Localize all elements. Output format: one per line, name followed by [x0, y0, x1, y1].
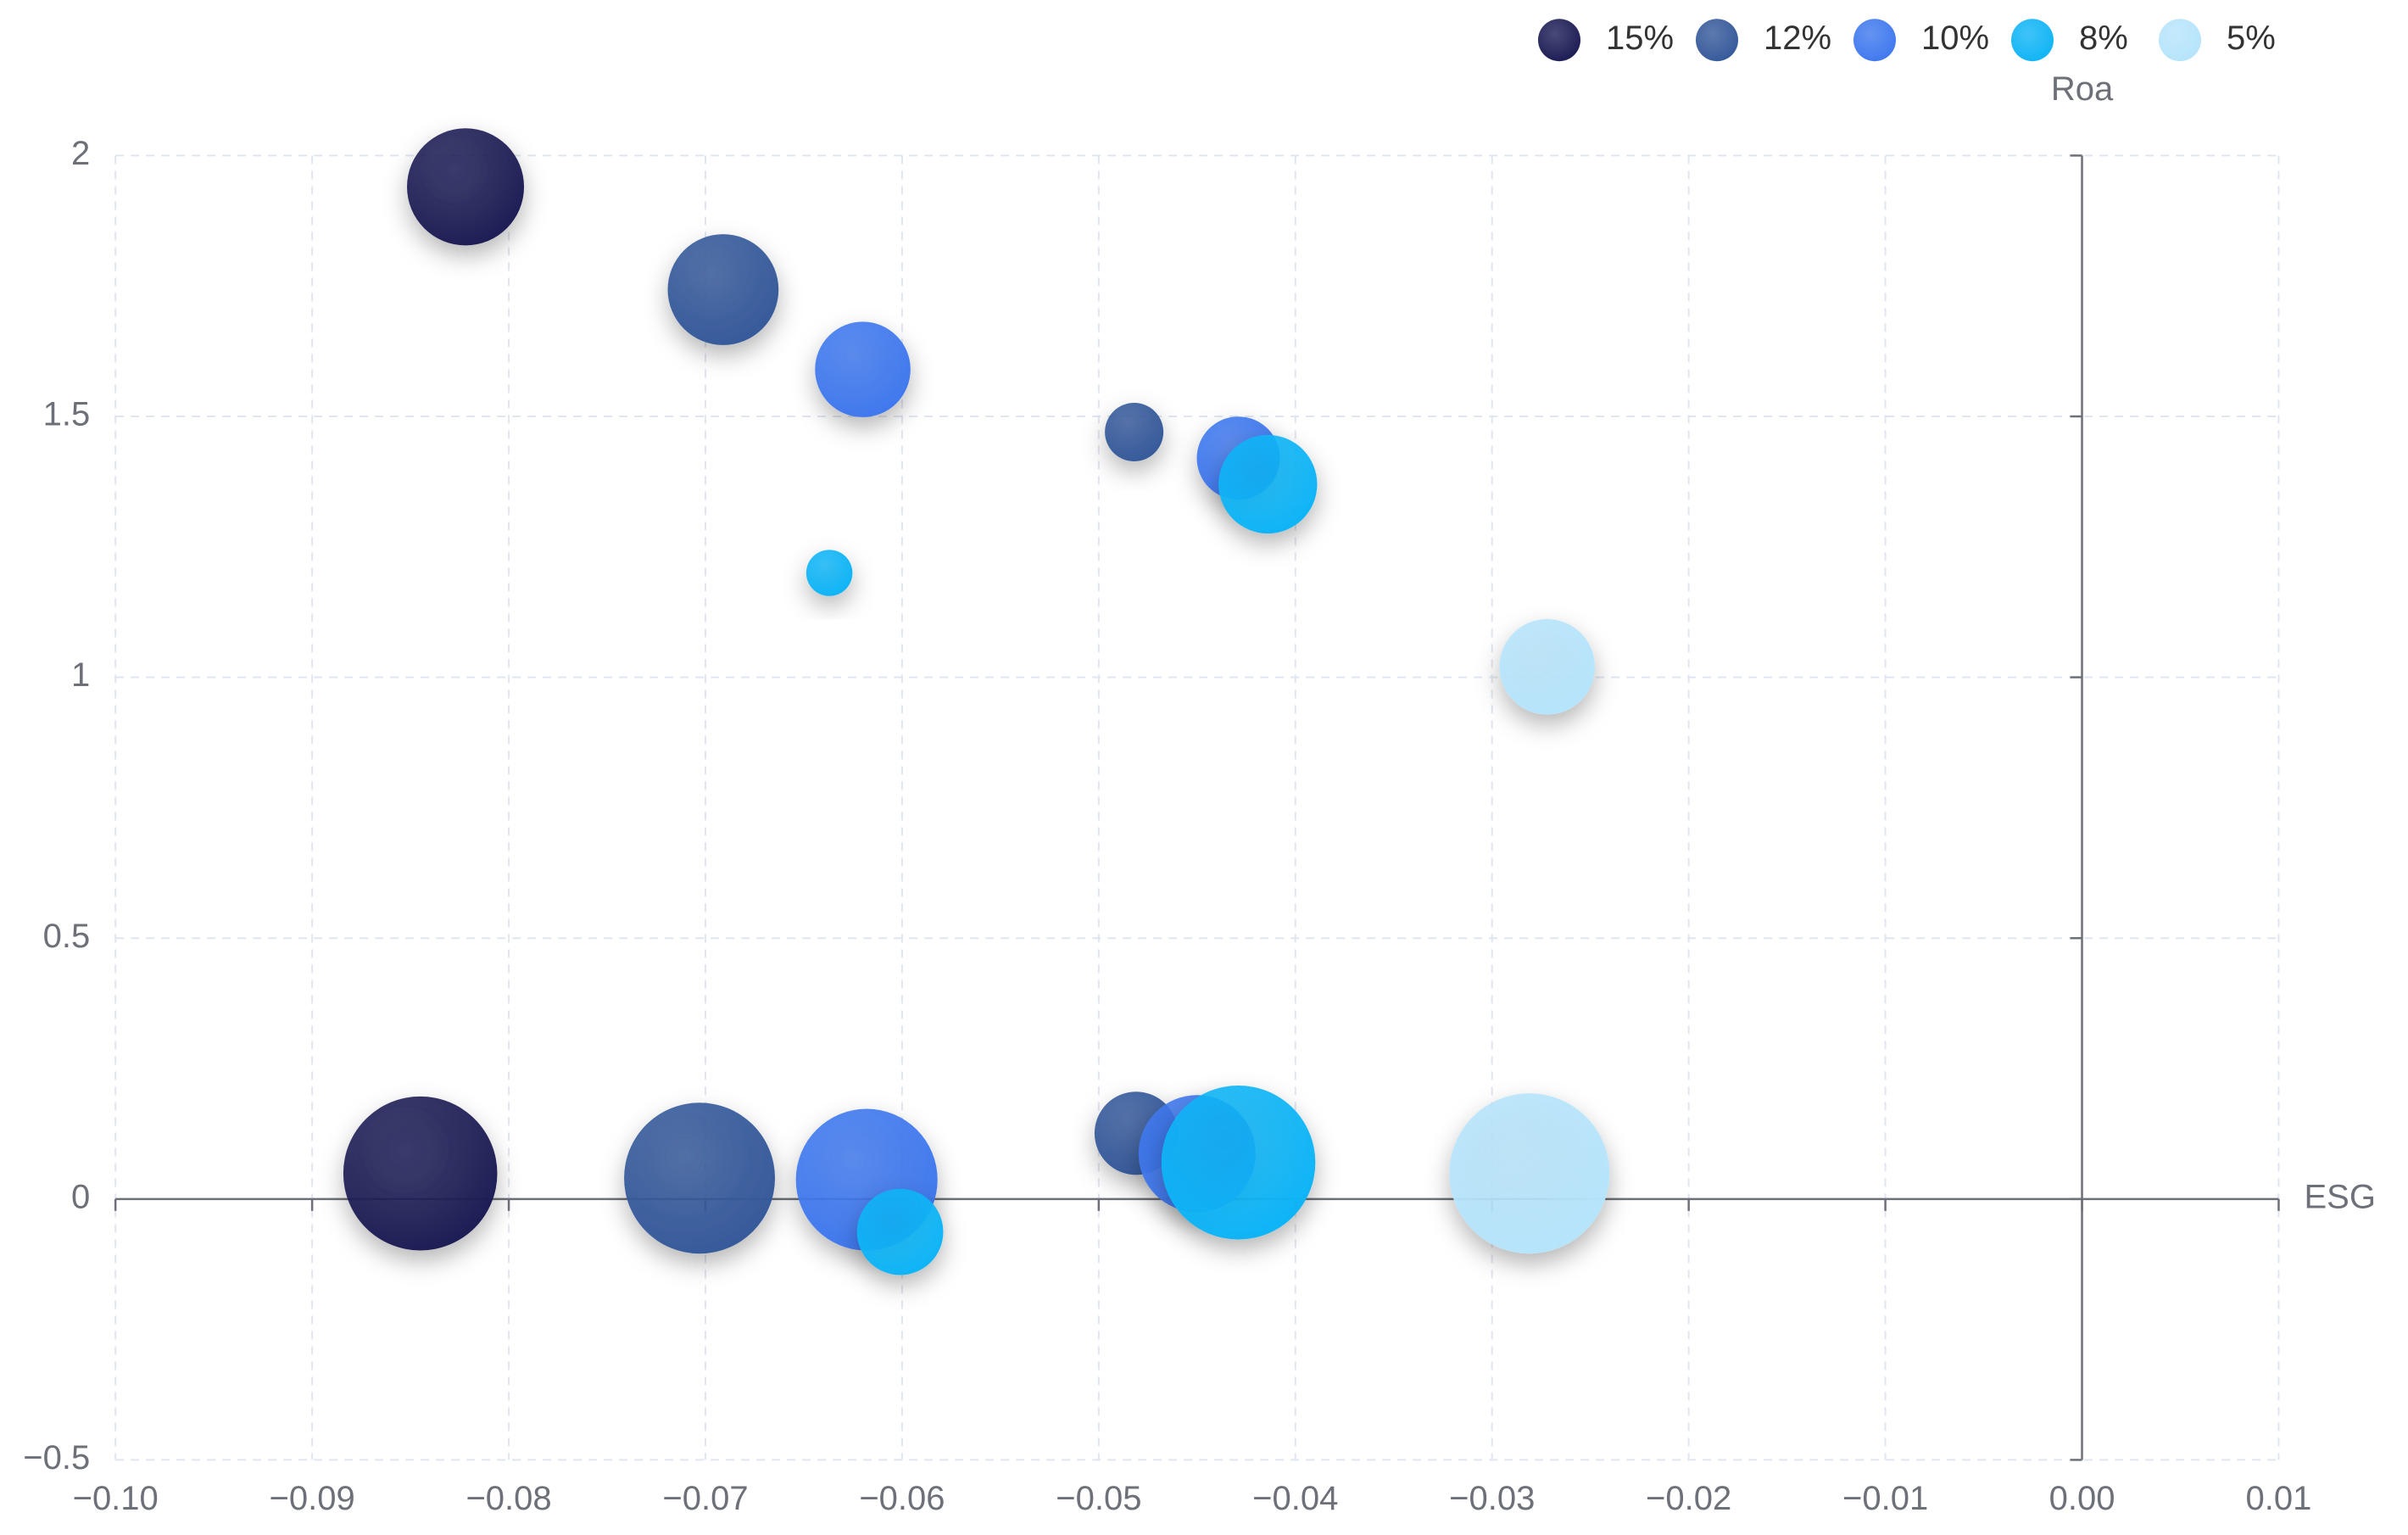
- x-tick-label: −0.02: [1646, 1480, 1731, 1517]
- x-tick-label: −0.04: [1252, 1480, 1338, 1517]
- x-tick-label: −0.08: [465, 1480, 551, 1517]
- y-axis-label: Roa: [2051, 70, 2114, 108]
- x-tick-label: 0.00: [2049, 1480, 2115, 1517]
- legend-marker: [1853, 19, 1896, 62]
- y-tick-label: 2: [71, 135, 90, 172]
- x-tick-label: −0.09: [270, 1480, 355, 1517]
- x-tick-label: −0.01: [1842, 1480, 1928, 1517]
- y-tick-label: 1.5: [43, 396, 91, 433]
- bubble: [343, 1096, 498, 1251]
- legend-item[interactable]: 5%: [2159, 19, 2276, 62]
- bubble: [856, 1188, 944, 1275]
- x-tick-label: −0.07: [662, 1480, 748, 1517]
- y-tick-label: 0: [71, 1178, 90, 1215]
- bubble: [1449, 1093, 1610, 1254]
- x-tick-label: −0.05: [1056, 1480, 1141, 1517]
- bubble: [1499, 619, 1595, 715]
- y-tick-label: −0.5: [23, 1439, 90, 1476]
- x-tick-label: 0.01: [2246, 1480, 2312, 1517]
- x-tick-label: −0.06: [859, 1480, 945, 1517]
- x-tick-label: −0.10: [73, 1480, 159, 1517]
- bubble: [1161, 1085, 1316, 1240]
- bubble: [1218, 434, 1318, 534]
- legend-marker: [1696, 19, 1738, 62]
- legend-item[interactable]: 12%: [1696, 19, 1831, 62]
- bubble: [407, 128, 525, 246]
- x-tick-label: −0.03: [1449, 1480, 1535, 1517]
- bubble: [624, 1102, 776, 1254]
- legend-label: 5%: [2227, 20, 2276, 57]
- legend-item[interactable]: 10%: [1853, 19, 1989, 62]
- y-tick-label: 1: [71, 656, 90, 694]
- legend-marker: [2011, 19, 2054, 62]
- y-tick-label: 0.5: [43, 918, 91, 955]
- legend-label: 15%: [1606, 20, 1674, 57]
- legend-label: 8%: [2079, 20, 2128, 57]
- legend-item[interactable]: 8%: [2011, 19, 2128, 62]
- legend-label: 12%: [1764, 20, 1831, 57]
- legend-label: 10%: [1921, 20, 1989, 57]
- bubble: [815, 321, 911, 417]
- legend-marker: [1538, 19, 1580, 62]
- bubble: [667, 234, 779, 345]
- legend-item[interactable]: 15%: [1538, 19, 1674, 62]
- bubble: [1105, 402, 1164, 461]
- bubble: [805, 550, 853, 596]
- legend-marker: [2159, 19, 2201, 62]
- x-axis-label: ESG: [2304, 1178, 2375, 1215]
